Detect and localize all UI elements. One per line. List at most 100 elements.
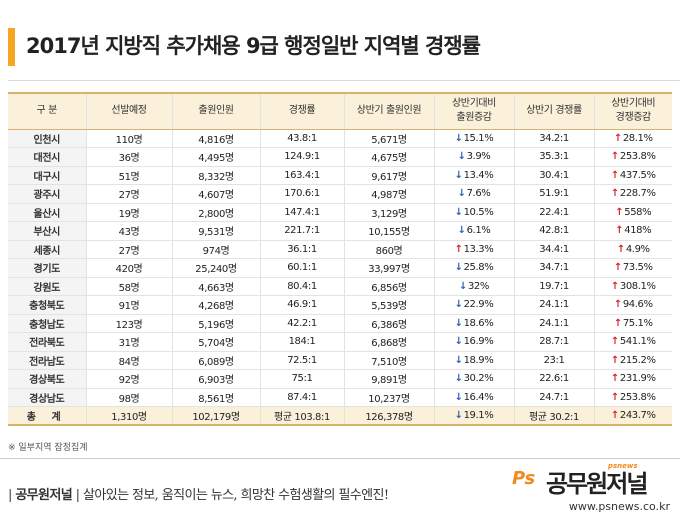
arrow-up-icon: ↑ (610, 391, 619, 403)
cell-h1-ratio: 24.1:1 (514, 295, 595, 315)
cell-app-change: ↑13.3% (434, 240, 515, 259)
change-value: 94.6% (622, 299, 653, 311)
change-value: 10.5% (463, 206, 494, 218)
header-app-change: 상반기대비 출원증감 (434, 92, 515, 130)
cell-applicants: 6,089명 (172, 351, 261, 370)
site-url: www.psnews.co.kr (568, 500, 670, 513)
change-value: 18.6% (463, 317, 494, 329)
cell-ratio: 87.4:1 (260, 388, 345, 407)
cell-app-change: ↓18.6% (434, 314, 515, 333)
change-value: 3.9% (466, 151, 491, 163)
arrow-up-icon: ↑ (610, 410, 619, 421)
cell-ratio-change: ↑253.8% (594, 388, 672, 407)
table-row: 경상남도 98명 8,561명 87.4:1 10,237명 ↓16.4% 24.7:1 ↑2… (8, 388, 672, 407)
cell-region: 충청북도 (8, 295, 87, 315)
cell-region: 대전시 (8, 147, 87, 167)
arrow-up-icon: ↑ (610, 373, 619, 385)
footer-divider (0, 458, 680, 459)
header-planned: 선발예정 (86, 92, 173, 130)
cell-planned: 1,310명 (86, 406, 173, 426)
cell-ratio: 36.1:1 (260, 240, 345, 259)
cell-h1-applicants: 6,856명 (344, 277, 435, 296)
cell-planned: 123명 (86, 314, 173, 333)
cell-app-change: ↓19.1% (434, 406, 515, 426)
cell-ratio-change: ↑418% (594, 221, 672, 241)
change-value: 19.1% (463, 410, 494, 421)
cell-h1-ratio: 42.8:1 (514, 221, 595, 241)
cell-h1-applicants: 126,378명 (344, 406, 435, 426)
cell-ratio: 221.7:1 (260, 221, 345, 241)
cell-app-change: ↓32% (434, 277, 515, 296)
cell-ratio-change: ↑75.1% (594, 314, 672, 333)
change-value: 75.1% (622, 317, 653, 329)
change-value: 4.9% (625, 243, 650, 255)
cell-h1-ratio: 19.7:1 (514, 277, 595, 296)
page-title: 2017년 지방직 추가채용 9급 행정일반 지역별 경쟁률 (26, 34, 481, 58)
cell-ratio-change: ↑28.1% (594, 129, 672, 148)
cell-region: 강원도 (8, 277, 87, 296)
cell-region: 총 계 (8, 406, 87, 426)
cell-region: 대구시 (8, 166, 87, 185)
cell-h1-ratio: 28.7:1 (514, 332, 595, 352)
cell-applicants: 4,268명 (172, 295, 261, 315)
cell-ratio: 147.4:1 (260, 203, 345, 222)
cell-applicants: 8,332명 (172, 166, 261, 185)
cell-region: 경상북도 (8, 369, 87, 389)
change-value: 13.4% (463, 169, 494, 181)
change-value: 437.5% (619, 169, 656, 181)
cell-planned: 110명 (86, 129, 173, 148)
change-value: 18.9% (463, 354, 494, 366)
footer-brand: 공무원저널 (15, 488, 73, 503)
cell-h1-ratio: 24.7:1 (514, 388, 595, 407)
cell-region: 전라북도 (8, 332, 87, 352)
arrow-down-icon: ↓ (454, 262, 463, 274)
change-value: 228.7% (619, 188, 656, 200)
table-row: 전라남도 84명 6,089명 72.5:1 7,510명 ↓18.9% 23:1 ↑215.… (8, 351, 672, 370)
table-row: 세종시 27명 974명 36.1:1 860명 ↑13.3% 34.4:1 ↑4.9% (8, 240, 672, 259)
cell-applicants: 4,607명 (172, 184, 261, 204)
cell-app-change: ↓30.2% (434, 369, 515, 389)
cell-ratio-change: ↑253.8% (594, 147, 672, 167)
cell-planned: 27명 (86, 240, 173, 259)
cell-planned: 36명 (86, 147, 173, 167)
title-divider (8, 80, 680, 81)
cell-region: 경기도 (8, 258, 87, 278)
table-row: 경상북도 92명 6,903명 75:1 9,891명 ↓30.2% 22.6:1 ↑231.… (8, 369, 672, 389)
cell-region: 경상남도 (8, 388, 87, 407)
change-value: 558% (624, 206, 652, 218)
arrow-down-icon: ↓ (454, 336, 463, 348)
cell-h1-applicants: 10,237명 (344, 388, 435, 407)
cell-applicants: 8,561명 (172, 388, 261, 407)
arrow-down-icon: ↓ (454, 410, 463, 421)
competition-table: 구 분 선발예정 출원인원 경쟁률 상반기 출원인원 상반기대비 출원증감 상반… (8, 92, 672, 426)
cell-region: 세종시 (8, 240, 87, 259)
cell-h1-applicants: 5,539명 (344, 295, 435, 315)
arrow-down-icon: ↓ (454, 206, 463, 218)
cell-app-change: ↓15.1% (434, 129, 515, 148)
change-value: 7.6% (466, 188, 491, 200)
arrow-up-icon: ↑ (613, 132, 622, 144)
cell-planned: 27명 (86, 184, 173, 204)
cell-ratio: 43.8:1 (260, 129, 345, 148)
cell-app-change: ↓3.9% (434, 147, 515, 167)
cell-ratio: 184:1 (260, 332, 345, 352)
cell-h1-applicants: 9,891명 (344, 369, 435, 389)
cell-ratio: 80.4:1 (260, 277, 345, 296)
cell-region: 부산시 (8, 221, 87, 241)
cell-h1-ratio: 34.4:1 (514, 240, 595, 259)
cell-h1-applicants: 5,671명 (344, 129, 435, 148)
change-value: 6.1% (466, 225, 491, 237)
change-value: 541.1% (619, 336, 656, 348)
change-value: 253.8% (619, 391, 656, 403)
arrow-down-icon: ↓ (454, 373, 463, 385)
cell-app-change: ↓7.6% (434, 184, 515, 204)
cell-ratio-change: ↑94.6% (594, 295, 672, 315)
arrow-up-icon: ↑ (610, 280, 619, 292)
footnote: ※ 일부지역 잠정집계 (8, 443, 88, 453)
change-value: 30.2% (463, 373, 494, 385)
cell-ratio: 평균 103.8:1 (260, 406, 345, 426)
arrow-down-icon: ↓ (454, 354, 463, 366)
cell-h1-ratio: 22.4:1 (514, 203, 595, 222)
cell-planned: 58명 (86, 277, 173, 296)
arrow-up-icon: ↑ (610, 336, 619, 348)
